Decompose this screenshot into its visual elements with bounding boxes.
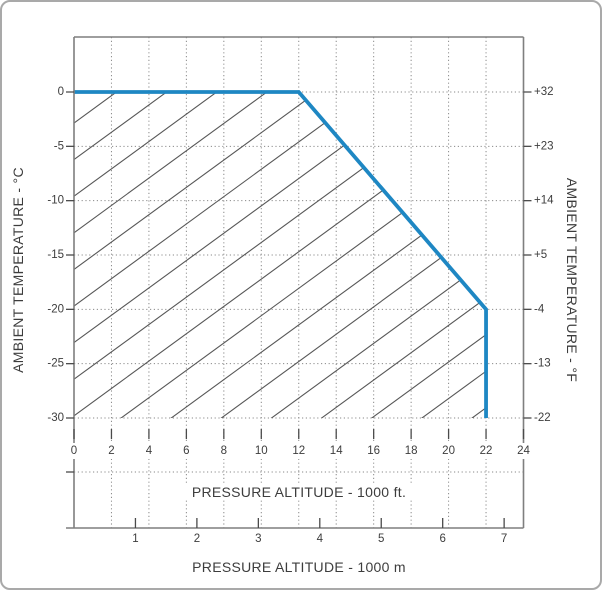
hatch-line xyxy=(74,270,487,418)
celsius-tick-label: -30 xyxy=(47,412,64,424)
hatch-line xyxy=(74,123,487,418)
meter-tick-label: 5 xyxy=(378,533,384,545)
envelope-line xyxy=(74,90,488,418)
celsius-tick-label: -15 xyxy=(47,249,64,261)
fahrenheit-tick-label: -22 xyxy=(534,412,551,424)
feet-tick-label: 24 xyxy=(517,445,530,457)
hatch-line xyxy=(74,92,487,234)
hatch-line xyxy=(74,92,487,161)
hatch-line xyxy=(74,92,487,197)
meter-tick-label: 1 xyxy=(132,533,138,545)
feet-tick-label: 12 xyxy=(292,445,305,457)
hatch-line xyxy=(74,92,487,307)
hatch-line xyxy=(74,92,487,344)
y-axis-title-fahrenheit: AMBIENT TEMPERATURE - °F xyxy=(564,177,580,383)
hatch-line xyxy=(74,306,487,418)
hatch-line xyxy=(74,160,487,418)
fahrenheit-tick-label: -13 xyxy=(534,358,551,370)
celsius-tick-label: -10 xyxy=(47,195,64,207)
feet-tick-label: 16 xyxy=(367,445,380,457)
feet-tick-label: 18 xyxy=(405,445,418,457)
hatch-line xyxy=(74,233,487,418)
label-backplate xyxy=(514,443,533,459)
meter-tick-label: 4 xyxy=(317,533,324,545)
feet-tick-label: 14 xyxy=(330,445,343,457)
label-backplate xyxy=(327,443,346,459)
celsius-tick-label: -25 xyxy=(47,358,64,370)
fahrenheit-tick-label: +32 xyxy=(534,86,554,98)
y-axis-title-celsius: AMBIENT TEMPERATURE - °C xyxy=(10,167,26,373)
feet-tick-label: 10 xyxy=(255,445,268,457)
meter-tick-label: 2 xyxy=(194,533,200,545)
celsius-tick-label: -5 xyxy=(54,140,64,152)
label-backplate xyxy=(252,443,271,459)
label-backplate xyxy=(177,443,196,459)
fahrenheit-tick-label: +14 xyxy=(534,195,554,207)
feet-tick-label: 8 xyxy=(221,445,227,457)
feet-tick-label: 2 xyxy=(108,445,114,457)
feet-tick-label: 0 xyxy=(71,445,77,457)
fahrenheit-tick-label: -4 xyxy=(534,303,545,315)
meter-tick-label: 7 xyxy=(501,533,507,545)
label-backplate xyxy=(139,443,158,459)
hatch-line xyxy=(74,92,487,270)
feet-tick-label: 20 xyxy=(442,445,455,457)
label-backplate xyxy=(439,443,458,459)
feet-tick-label: 6 xyxy=(183,445,189,457)
feet-tick-label: 4 xyxy=(146,445,153,457)
x-axis-title-meters: PRESSURE ALTITUDE - 1000 m xyxy=(185,559,413,575)
label-backplate xyxy=(364,443,383,459)
hatch-line xyxy=(74,343,487,418)
meter-tick-label: 6 xyxy=(439,533,445,545)
label-backplate xyxy=(65,443,83,459)
fahrenheit-tick-label: +23 xyxy=(534,140,554,152)
label-backplate xyxy=(214,443,233,459)
meter-tick-label: 3 xyxy=(255,533,261,545)
feet-tick-label: 22 xyxy=(480,445,493,457)
celsius-tick-label: -20 xyxy=(47,303,64,315)
celsius-tick-label: 0 xyxy=(58,86,64,98)
label-backplate xyxy=(477,443,496,459)
fahrenheit-tick-label: +5 xyxy=(534,249,547,261)
label-backplate xyxy=(102,443,121,459)
x-axis-title-feet: PRESSURE ALTITUDE - 1000 ft. xyxy=(184,484,414,500)
label-backplate xyxy=(289,443,308,459)
label-backplate xyxy=(402,443,421,459)
